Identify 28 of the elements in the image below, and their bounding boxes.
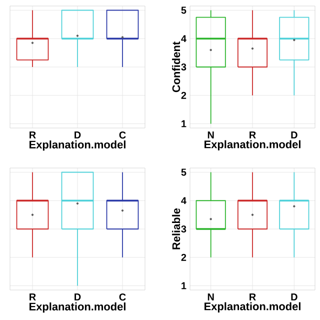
- x-tick-label: D: [74, 294, 81, 300]
- x-tick-label: N: [208, 132, 214, 138]
- y-tick-label: 2: [181, 92, 186, 99]
- y-tick-label: 2: [181, 254, 186, 261]
- x-tick-label: R: [250, 132, 256, 138]
- x-tick-label: R: [30, 294, 36, 300]
- y-axis-title: Confident: [172, 42, 180, 92]
- x-axis-title: Explanation.model: [204, 140, 300, 150]
- x-tick-label: D: [74, 132, 81, 138]
- y-tick-label: 4: [181, 35, 186, 42]
- x-tick-label: C: [119, 294, 126, 301]
- x-axis-title: Explanation.model: [30, 302, 126, 313]
- x-tick-label: D: [291, 132, 298, 138]
- y-tick-label: 3: [181, 225, 186, 233]
- x-tick-label: R: [250, 294, 256, 300]
- x-tick-label: D: [291, 294, 298, 300]
- y-tick-label: 5: [181, 168, 186, 176]
- x-tick-label: N: [208, 294, 214, 300]
- x-tick-label: R: [30, 132, 36, 138]
- y-tick-label: 1: [182, 120, 186, 128]
- y-axis-title: Reliable: [172, 208, 180, 250]
- y-tick-label: 1: [182, 282, 186, 290]
- y-tick-label: 3: [181, 63, 186, 71]
- y-tick-label: 4: [181, 197, 186, 204]
- x-axis-title: Explanation.model: [204, 302, 300, 312]
- x-tick-label: C: [119, 132, 126, 139]
- y-tick-label: 5: [181, 6, 186, 14]
- x-axis-title: Explanation.model: [30, 140, 126, 151]
